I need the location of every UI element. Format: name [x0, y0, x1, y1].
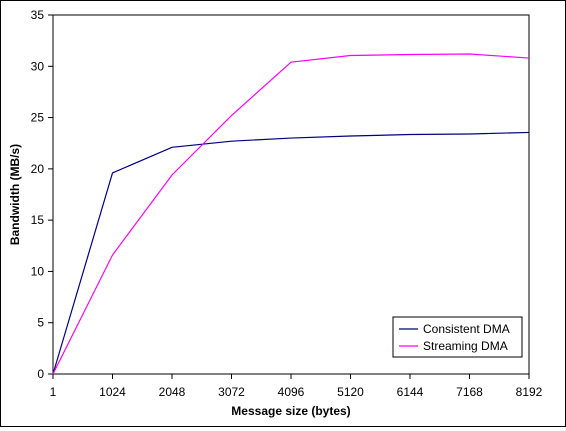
x-tick-label: 3072	[218, 385, 245, 399]
legend-box	[392, 316, 523, 358]
x-tick-label: 7168	[456, 385, 483, 399]
x-tick-label: 8192	[516, 385, 543, 399]
y-tick-label: 10	[31, 264, 45, 278]
x-tick-label: 6144	[397, 385, 424, 399]
y-tick-label: 35	[31, 8, 45, 22]
series-layer	[52, 53, 530, 375]
x-tick-label: 4096	[278, 385, 305, 399]
y-tick-label: 0	[37, 367, 44, 381]
series-line	[52, 53, 530, 375]
legend: Consistent DMA Streaming DMA	[392, 316, 523, 358]
y-tick-label: 20	[31, 162, 45, 176]
x-tick-label: 2048	[159, 385, 186, 399]
legend-label: Streaming DMA	[423, 339, 508, 353]
x-axis: 1 1024 2048 3072 4096 5120 6144 7168 8192	[50, 374, 543, 399]
x-axis-title: Message size (bytes)	[231, 404, 350, 418]
legend-label: Consistent DMA	[423, 322, 510, 336]
y-tick-label: 15	[31, 213, 45, 227]
x-tick-label: 1024	[99, 385, 126, 399]
y-tick-label: 5	[37, 316, 44, 330]
x-tick-label: 1	[50, 385, 57, 399]
x-tick-label: 5120	[337, 385, 364, 399]
y-tick-label: 25	[31, 111, 45, 125]
y-tick-label: 30	[31, 59, 45, 73]
y-axis-title: Bandwidth (MB/s)	[8, 144, 22, 245]
y-axis: 0 5 10 15 20 25 30 35	[31, 8, 53, 381]
series-line	[52, 131, 530, 375]
